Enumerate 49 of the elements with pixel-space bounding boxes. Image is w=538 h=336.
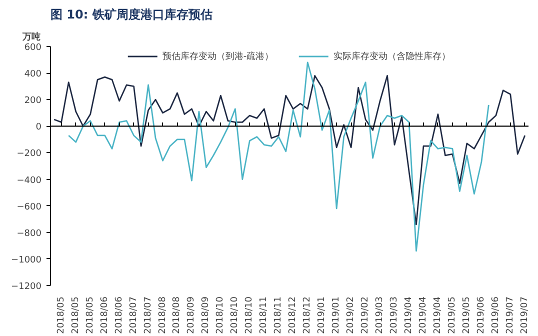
x-tick-label: 2018/09 [201,296,212,334]
y-tick-label: 0 [36,122,42,133]
y-tick-label: −800 [16,228,42,239]
x-tick-label: 2018/06 [100,296,110,334]
x-tick-label: 2019/04 [432,296,443,334]
x-tick-label: 2018/10 [216,296,226,334]
x-tick-label: 2018/06 [114,296,124,334]
x-tick-label: 2019/07 [520,296,530,334]
x-tick-label: 2019/05 [462,296,472,334]
chart-title: 图 10: 铁矿周度港口库存预估 [50,8,212,22]
x-tick-label: 2019/04 [418,296,428,334]
x-tick-label: 2018/07 [143,296,154,334]
x-tick-label: 2018/10 [230,296,240,334]
x-tick-label: 2018/08 [172,296,182,334]
legend-label: 预估库存变动（到港-疏港） [162,50,274,62]
x-tick-label: 2018/09 [186,296,197,334]
line-series [53,75,526,226]
x-tick-label: 2018/10 [244,296,255,334]
y-tick-label: −1200 [11,282,42,292]
x-tick-label: 2018/05 [70,296,81,334]
x-tick-label: 2019/02 [346,296,356,334]
x-tick-label: 2018/05 [56,296,66,334]
x-tick-label: 2019/05 [447,296,458,334]
y-tick-label: −600 [16,202,42,212]
x-tick-label: 2018/05 [85,296,96,334]
legend-label: 实际库存变动（含隐性库存） [334,50,451,62]
x-tick-label: 2018/07 [128,296,139,334]
x-tick-label: 2018/08 [158,296,168,334]
x-tick-label: 2019/04 [404,296,414,334]
x-tick-label: 2018/11 [259,296,270,334]
y-axis-title: 万吨 [22,32,40,42]
y-tick-label: 600 [24,43,42,53]
line-series [68,62,490,252]
y-tick-label: −1000 [11,255,42,266]
x-tick-label: 2019/07 [505,296,516,334]
x-tick-label: 2019/06 [490,296,501,334]
x-tick-label: 2018/12 [302,296,313,334]
y-tick-label: 400 [24,70,42,80]
x-tick-label: 2019/01 [317,296,328,334]
x-tick-label: 2018/12 [288,296,298,334]
x-tick-label: 2018/11 [274,296,284,334]
x-tick-label: 2019/03 [390,296,400,334]
x-tick-label: 2019/03 [375,296,386,334]
x-tick-label: 2019/02 [360,296,371,334]
x-tick-label: 2019/06 [476,296,486,334]
y-tick-label: 200 [24,96,42,106]
x-tick-label: 2019/01 [332,296,342,334]
y-tick-label: −200 [16,149,42,160]
y-tick-label: −400 [16,176,42,186]
